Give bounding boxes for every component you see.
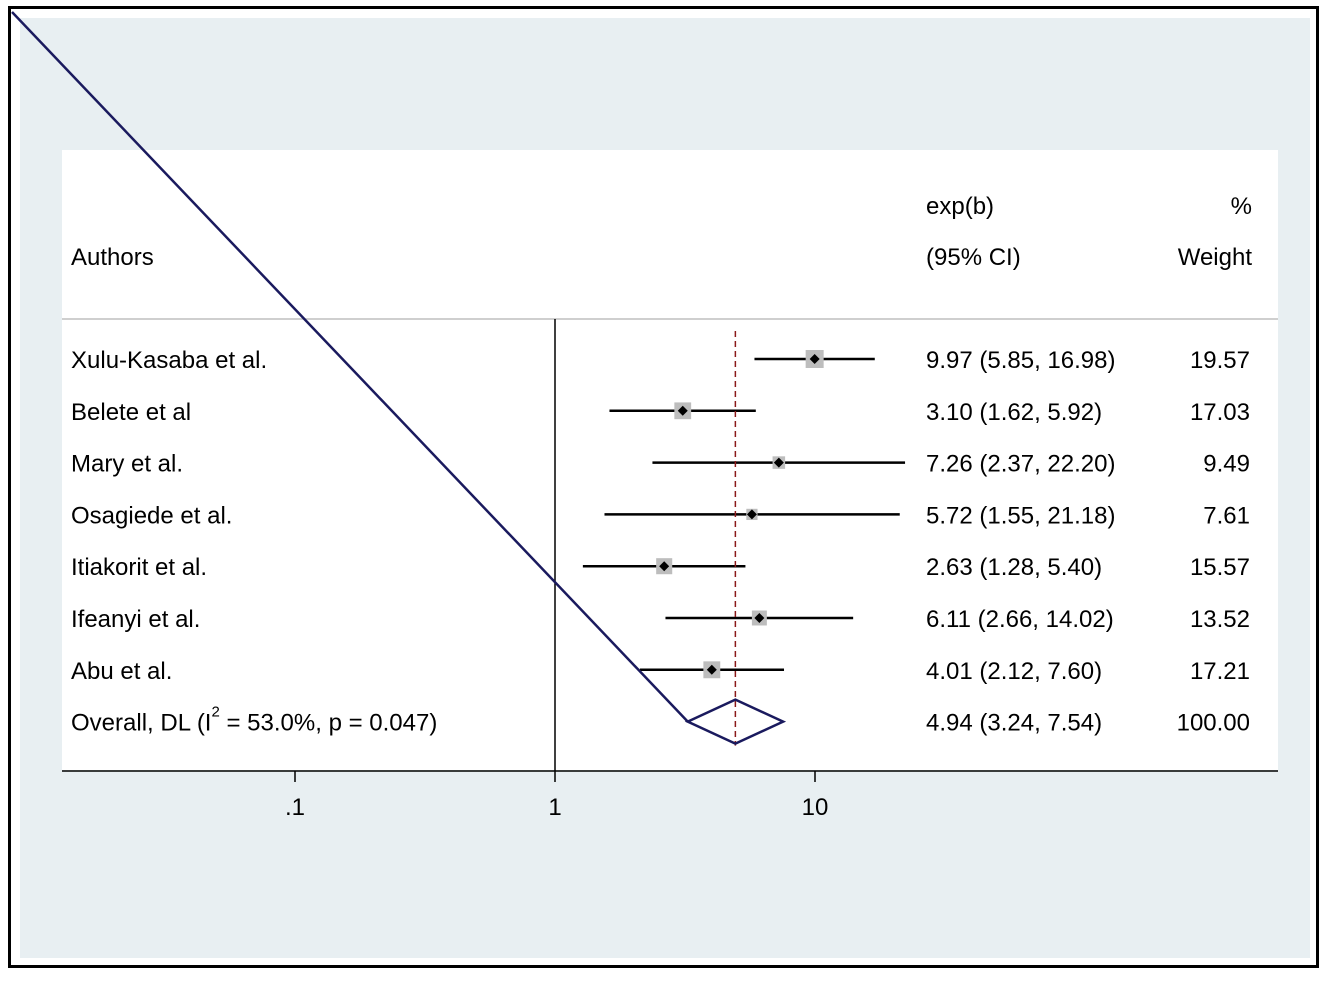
plot-background — [62, 150, 1278, 770]
point-estimate — [677, 405, 688, 416]
x-tick-label: 1 — [548, 794, 561, 821]
study-ci-text: 9.97 (5.85, 16.98) — [926, 347, 1115, 374]
study-label: Ifeanyi et al. — [71, 606, 200, 633]
point-estimate — [746, 509, 757, 520]
study-weight-text: 19.57 — [1190, 347, 1250, 374]
overall-diamond — [684, 698, 787, 745]
point-estimate — [809, 354, 820, 364]
header-weight-line2: Weight — [1178, 244, 1253, 271]
x-tick-label: 10 — [802, 794, 829, 821]
header-effect-line1: exp(b) — [926, 193, 994, 220]
study-ci-text: 5.72 (1.55, 21.18) — [926, 502, 1115, 529]
study-ci-text: 3.10 (1.62, 5.92) — [926, 399, 1102, 426]
point-estimate — [754, 613, 765, 623]
study-label: Abu et al. — [71, 658, 172, 685]
study-label: Belete et al — [71, 399, 191, 426]
overall-ci-text: 4.94 (3.24, 7.54) — [926, 710, 1102, 737]
diagonal-line — [11, 11, 689, 723]
header-effect-line2: (95% CI) — [926, 244, 1021, 271]
header-authors: Authors — [71, 244, 154, 271]
study-weight-text: 17.21 — [1190, 658, 1250, 685]
study-weight-text: 13.52 — [1190, 606, 1250, 633]
point-estimate — [773, 457, 784, 468]
study-ci-text: 6.11 (2.66, 14.02) — [926, 606, 1114, 633]
study-weight-text: 15.57 — [1190, 554, 1250, 581]
study-ci-text: 2.63 (1.28, 5.40) — [926, 554, 1102, 581]
header-weight-line1: % — [1231, 193, 1252, 220]
study-weight-text: 9.49 — [1203, 451, 1250, 478]
study-weight-text: 17.03 — [1190, 399, 1250, 426]
overall-label: Overall, DL (I2 = 53.0%, p = 0.047) — [71, 704, 437, 737]
overall-weight-text: 100.00 — [1177, 710, 1250, 737]
study-label: Xulu-Kasaba et al. — [71, 347, 267, 374]
point-estimate — [659, 561, 670, 572]
study-label: Osagiede et al. — [71, 502, 232, 529]
study-label: Mary et al. — [71, 451, 183, 478]
point-estimate — [706, 664, 717, 675]
study-weight-text: 7.61 — [1203, 502, 1250, 529]
x-tick-label: .1 — [285, 794, 305, 821]
study-ci-text: 7.26 (2.37, 22.20) — [926, 451, 1115, 478]
study-label: Itiakorit et al. — [71, 554, 207, 581]
study-ci-text: 4.01 (2.12, 7.60) — [926, 658, 1102, 685]
